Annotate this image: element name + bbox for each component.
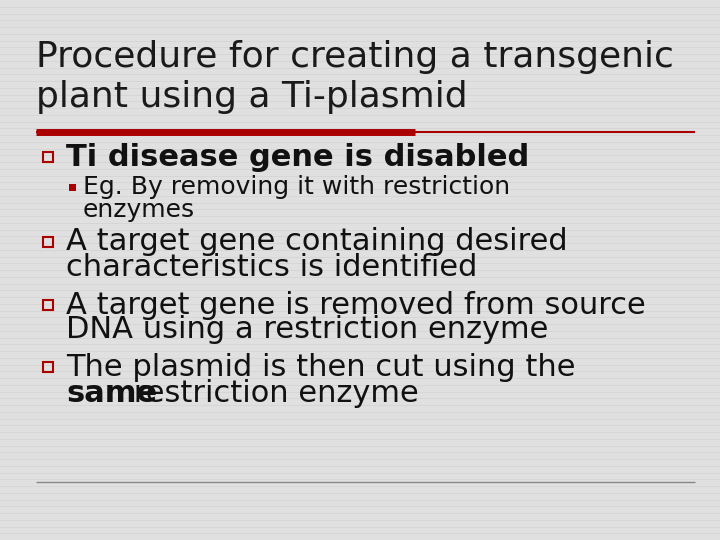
Bar [43,152,53,162]
Text: A target gene containing desired: A target gene containing desired [66,227,567,256]
Bar [43,362,53,372]
Text: characteristics is identified: characteristics is identified [66,253,477,282]
Text: Procedure for creating a transgenic: Procedure for creating a transgenic [36,40,674,74]
Text: enzymes: enzymes [83,198,195,222]
Text: Eg. By removing it with restriction: Eg. By removing it with restriction [83,175,510,199]
Text: Ti disease gene is disabled: Ti disease gene is disabled [66,143,529,172]
Bar [43,300,53,310]
Text: DNA using a restriction enzyme: DNA using a restriction enzyme [66,315,549,345]
Text: same: same [66,379,157,408]
Text: The plasmid is then cut using the: The plasmid is then cut using the [66,353,575,381]
Bar [68,184,76,191]
Text: restriction enzyme: restriction enzyme [124,379,419,408]
Text: A target gene is removed from source: A target gene is removed from source [66,291,646,320]
Text: plant using a Ti-plasmid: plant using a Ti-plasmid [36,80,467,114]
Bar [43,237,53,247]
